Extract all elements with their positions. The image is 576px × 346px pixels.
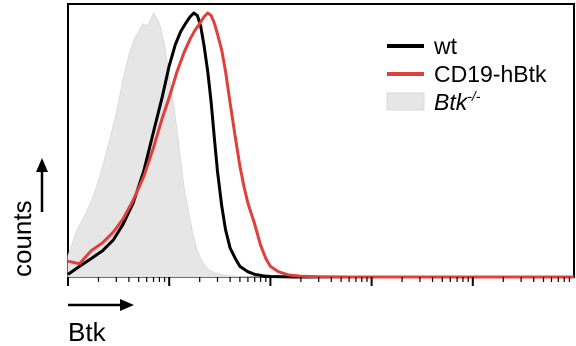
series-cd19-hbtk-curve [67,11,574,279]
x-axis-label: Btk [68,317,107,346]
legend-label-cd19-hbtk: CD19-hBtk [434,61,547,87]
legend-swatch-btk-ko [386,92,425,111]
legend-label-btk-ko: Btk-/- [434,88,481,115]
y-axis-label-group: counts [7,158,48,277]
x-axis-ticks [67,277,571,286]
x-axis-arrowhead [120,299,134,311]
legend-label-wt: wt [433,33,458,59]
y-axis-arrowhead [36,158,48,172]
legend: wt CD19-hBtk Btk-/- [386,33,547,115]
y-axis-label: counts [7,200,37,277]
series-btk-curve [67,11,574,278]
series-layer [67,11,574,279]
x-axis-label-group: Btk [68,299,134,346]
